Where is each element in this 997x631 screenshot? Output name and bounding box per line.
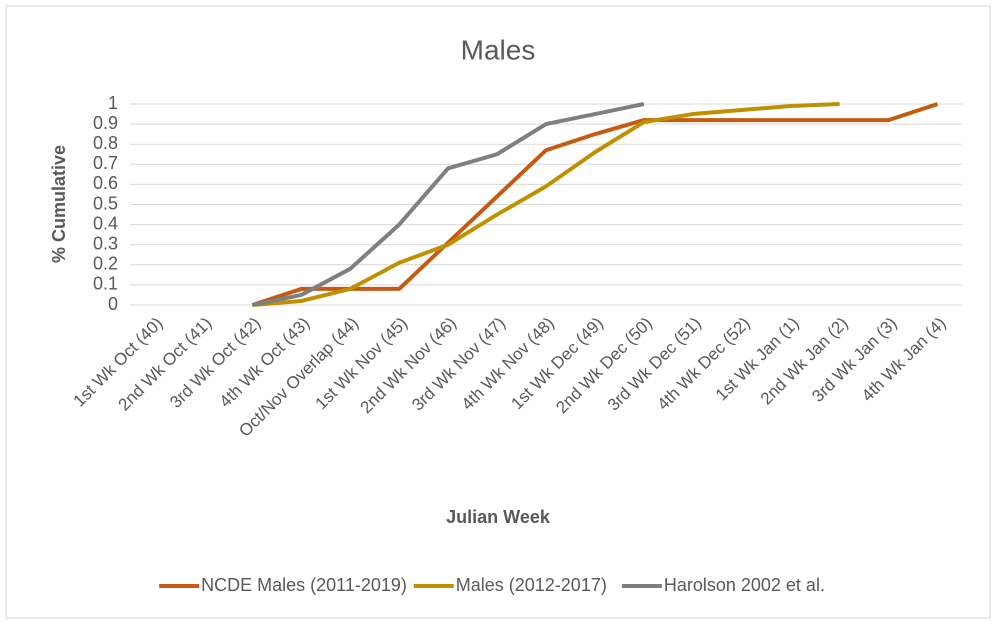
y-tick-label: 0.2 xyxy=(93,254,118,274)
legend-label: Harolson 2002 et al. xyxy=(664,575,825,595)
series-line xyxy=(251,102,939,307)
y-tick-label: 0.8 xyxy=(93,133,118,153)
y-tick-label: 0.4 xyxy=(93,213,118,233)
y-axis-label: % Cumulative xyxy=(49,145,69,263)
y-tick-label: 0.1 xyxy=(93,274,118,294)
series-line xyxy=(251,102,645,307)
series-line xyxy=(252,102,840,307)
x-axis-label: Julian Week xyxy=(446,507,551,527)
legend-label: Males (2012-2017) xyxy=(456,575,607,595)
chart-title: Males xyxy=(461,34,536,65)
y-tick-label: 0.7 xyxy=(93,153,118,173)
y-tick-label: 0.3 xyxy=(93,233,118,253)
legend-label: NCDE Males (2011-2019) xyxy=(201,575,407,595)
y-tick-label: 0 xyxy=(108,294,118,314)
y-tick-label: 0.9 xyxy=(93,113,118,133)
y-tick-label: 0.6 xyxy=(93,173,118,193)
chart-border xyxy=(5,5,991,619)
y-tick-label: 0.5 xyxy=(93,193,118,213)
y-tick-label: 1 xyxy=(108,93,118,113)
